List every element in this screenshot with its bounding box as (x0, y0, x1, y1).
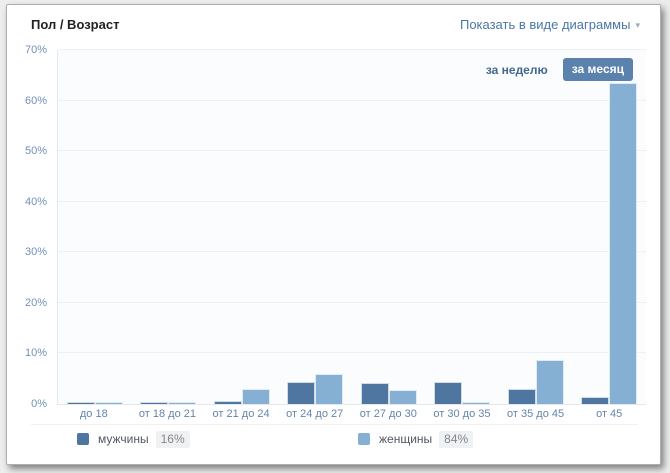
bar-group-7 (499, 50, 573, 404)
bar-men-8[interactable] (581, 397, 610, 404)
y-axis-label: 30% (24, 246, 47, 259)
x-axis: до 18 от 18 до 21 от 21 до 24 от 24 до 27 от… (57, 408, 646, 422)
legend-value-men: 16% (155, 430, 190, 448)
x-axis-label: от 27 до 30 (359, 408, 417, 420)
gridline (58, 200, 646, 202)
x-axis-label: от 30 до 35 (433, 408, 491, 420)
chevron-down-icon: ▾ (635, 19, 640, 30)
legend-swatch-men-icon (77, 433, 89, 445)
y-axis-label: 60% (24, 94, 47, 107)
gridline (58, 150, 646, 152)
period-week-link[interactable]: за неделю (485, 62, 548, 77)
bar-men-6[interactable] (434, 381, 463, 404)
gridline (58, 301, 646, 303)
panel-card: Пол / Возраст Показать в виде диаграммы … (6, 4, 661, 465)
view-mode-dropdown[interactable]: Показать в виде диаграммы ▾ (460, 17, 640, 32)
gridline (58, 99, 646, 101)
bar-men-5[interactable] (360, 382, 389, 404)
y-axis: 0% 10% 20% 30% 40% 50% 60% 70% (7, 44, 51, 410)
bar-men-3[interactable] (213, 401, 242, 404)
bar-men-1[interactable] (66, 401, 95, 404)
bar-groups (58, 50, 646, 404)
legend-swatch-women-icon (358, 433, 370, 445)
chart-legend: мужчины 16% женщины 84% (7, 430, 660, 449)
y-axis-label: 70% (24, 44, 47, 56)
plot-area: за неделю за месяц (57, 49, 646, 405)
bar-group-1 (58, 50, 132, 404)
bar-women-4[interactable] (315, 374, 344, 404)
panel-header: Пол / Возраст Показать в виде диаграммы … (31, 13, 640, 35)
y-axis-label: 0% (31, 398, 47, 410)
y-axis-label: 10% (24, 347, 47, 360)
legend-label-women: женщины (379, 432, 433, 446)
bar-men-7[interactable] (507, 389, 536, 404)
view-mode-label: Показать в виде диаграммы (459, 16, 631, 32)
bar-group-5 (352, 50, 426, 404)
x-axis-label: от 45 (596, 408, 623, 420)
legend-separator (31, 424, 638, 425)
bar-group-6 (426, 50, 500, 404)
bar-group-3 (205, 50, 279, 404)
legend-item-women: женщины 84% (358, 430, 474, 448)
bar-men-2[interactable] (140, 401, 169, 404)
x-axis-label: от 21 до 24 (212, 408, 270, 420)
bar-women-8[interactable] (609, 82, 638, 404)
gridline (58, 251, 646, 253)
bar-men-4[interactable] (287, 381, 316, 404)
gridline (58, 49, 646, 50)
period-toggle: за неделю за месяц (486, 58, 633, 81)
legend-item-men: мужчины 16% (77, 430, 190, 448)
x-axis-label: до 18 (79, 408, 108, 420)
page-title: Пол / Возраст (31, 16, 120, 32)
bar-group-2 (132, 50, 206, 404)
bar-women-1[interactable] (94, 401, 123, 404)
bar-group-8 (573, 50, 647, 404)
period-month-button[interactable]: за месяц (562, 58, 633, 81)
bar-group-4 (279, 50, 353, 404)
y-axis-label: 50% (24, 145, 47, 158)
bar-women-7[interactable] (535, 360, 564, 404)
y-axis-label: 20% (24, 296, 47, 309)
bar-women-2[interactable] (168, 401, 197, 404)
bar-women-6[interactable] (462, 401, 491, 404)
gridline (58, 352, 646, 354)
bar-women-3[interactable] (241, 388, 270, 404)
y-axis-label: 40% (24, 195, 47, 208)
x-axis-label: от 18 до 21 (138, 408, 196, 420)
bar-women-5[interactable] (388, 390, 417, 404)
x-axis-label: от 35 до 45 (507, 408, 565, 420)
x-axis-label: от 24 до 27 (286, 408, 344, 420)
legend-label-men: мужчины (98, 432, 149, 446)
legend-value-women: 84% (439, 430, 474, 448)
